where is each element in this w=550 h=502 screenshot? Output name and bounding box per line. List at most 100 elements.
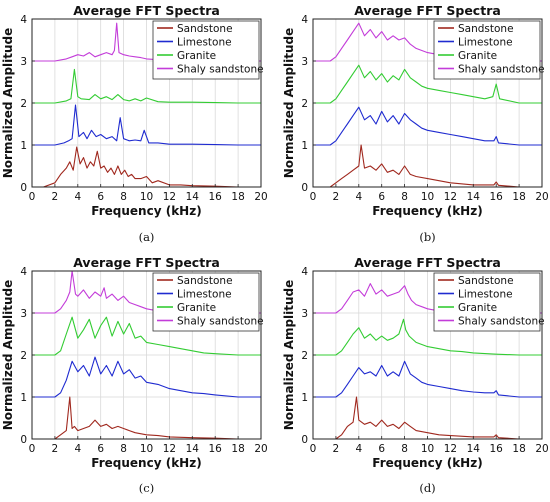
x-tick-label: 0 [310,443,317,455]
legend-label: Limestone [177,289,232,301]
legend-label: Limestone [177,37,232,49]
x-tick-label: 18 [512,443,525,455]
legend-label: Sandstone [177,275,233,287]
x-tick-label: 12 [163,443,176,455]
legend-label: Sandstone [177,23,233,35]
x-tick-label: 6 [97,443,104,455]
x-tick-label: 6 [378,443,385,455]
x-tick-label: 20 [535,443,548,455]
x-tick-label: 4 [74,443,81,455]
x-tick-label: 8 [120,191,127,203]
x-tick-label: 4 [355,443,362,455]
y-axis-label: Normalized Amplitude [282,280,296,431]
series-line-limestone [32,104,261,146]
x-tick-label: 2 [52,191,59,203]
x-tick-label: 6 [378,191,385,203]
series-line-granite [32,68,261,104]
y-tick-label: 1 [20,140,27,152]
x-tick-label: 10 [421,443,434,455]
legend-label: Sandstone [458,23,514,35]
x-tick-label: 16 [209,191,223,203]
legend-label: Limestone [458,37,513,49]
x-tick-label: 0 [29,443,36,455]
legend-box [152,20,260,80]
y-tick-label: 1 [20,392,27,404]
legend-box [152,272,260,332]
series-line-sandstone [313,144,542,187]
chart-title: Average FFT Spectra [73,3,220,18]
y-tick-label: 0 [20,182,27,194]
panel-label: (b) [419,230,435,244]
series-line-limestone [32,356,261,398]
x-tick-label: 18 [231,191,244,203]
panel-label: (d) [419,481,435,495]
y-tick-label: 4 [20,14,27,26]
y-tick-label: 2 [301,350,308,362]
legend-label: Granite [177,50,216,62]
legend-label: Granite [458,302,497,314]
x-tick-label: 2 [333,443,340,455]
x-tick-label: 2 [333,191,340,203]
y-axis-label: Normalized Amplitude [1,28,15,179]
panel-label: (a) [139,230,155,244]
series-line-limestone [313,360,542,398]
series-line-granite [32,316,261,356]
y-tick-label: 4 [301,266,308,278]
x-tick-label: 14 [186,443,200,455]
y-tick-label: 2 [20,98,27,110]
legend-label: Shaly sandstone [177,64,264,76]
y-tick-label: 2 [301,98,308,110]
y-tick-label: 4 [301,14,308,26]
x-tick-label: 0 [310,191,317,203]
series-line-sandstone [313,396,542,439]
x-tick-label: 2 [52,443,59,455]
x-tick-label: 4 [74,191,81,203]
legend-label: Shaly sandstone [458,64,545,76]
x-tick-label: 8 [401,443,408,455]
x-tick-label: 0 [29,191,36,203]
x-tick-label: 18 [231,443,244,455]
y-tick-label: 4 [20,266,27,278]
x-tick-label: 20 [254,443,267,455]
legend-label: Shaly sandstone [458,316,545,328]
legend-box [433,272,541,332]
y-axis-label: Normalized Amplitude [1,280,15,431]
legend-label: Limestone [458,289,513,301]
y-tick-label: 1 [301,140,308,152]
y-tick-label: 2 [20,350,27,362]
x-tick-label: 20 [535,191,548,203]
legend-box [433,20,541,80]
chart-title: Average FFT Spectra [73,255,220,270]
legend-label: Shaly sandstone [177,316,264,328]
x-tick-label: 12 [444,443,457,455]
y-tick-label: 0 [301,434,308,446]
y-tick-label: 3 [20,308,27,320]
y-tick-label: 0 [301,182,308,194]
panel-label: (c) [139,481,154,495]
y-tick-label: 3 [301,56,308,68]
x-tick-label: 14 [467,443,481,455]
x-axis-label: Frequency (kHz) [372,456,482,470]
y-tick-label: 3 [301,308,308,320]
chart-title: Average FFT Spectra [354,3,501,18]
y-tick-label: 3 [20,56,27,68]
y-tick-label: 0 [20,434,27,446]
legend-label: Granite [458,50,497,62]
x-tick-label: 20 [254,191,267,203]
series-line-granite [313,64,542,104]
x-tick-label: 16 [490,191,504,203]
x-tick-label: 4 [355,191,362,203]
x-tick-label: 12 [163,191,176,203]
x-tick-label: 8 [120,443,127,455]
x-axis-label: Frequency (kHz) [91,456,201,470]
legend-label: Sandstone [458,275,514,287]
y-tick-label: 1 [301,392,308,404]
series-line-granite [313,318,542,356]
